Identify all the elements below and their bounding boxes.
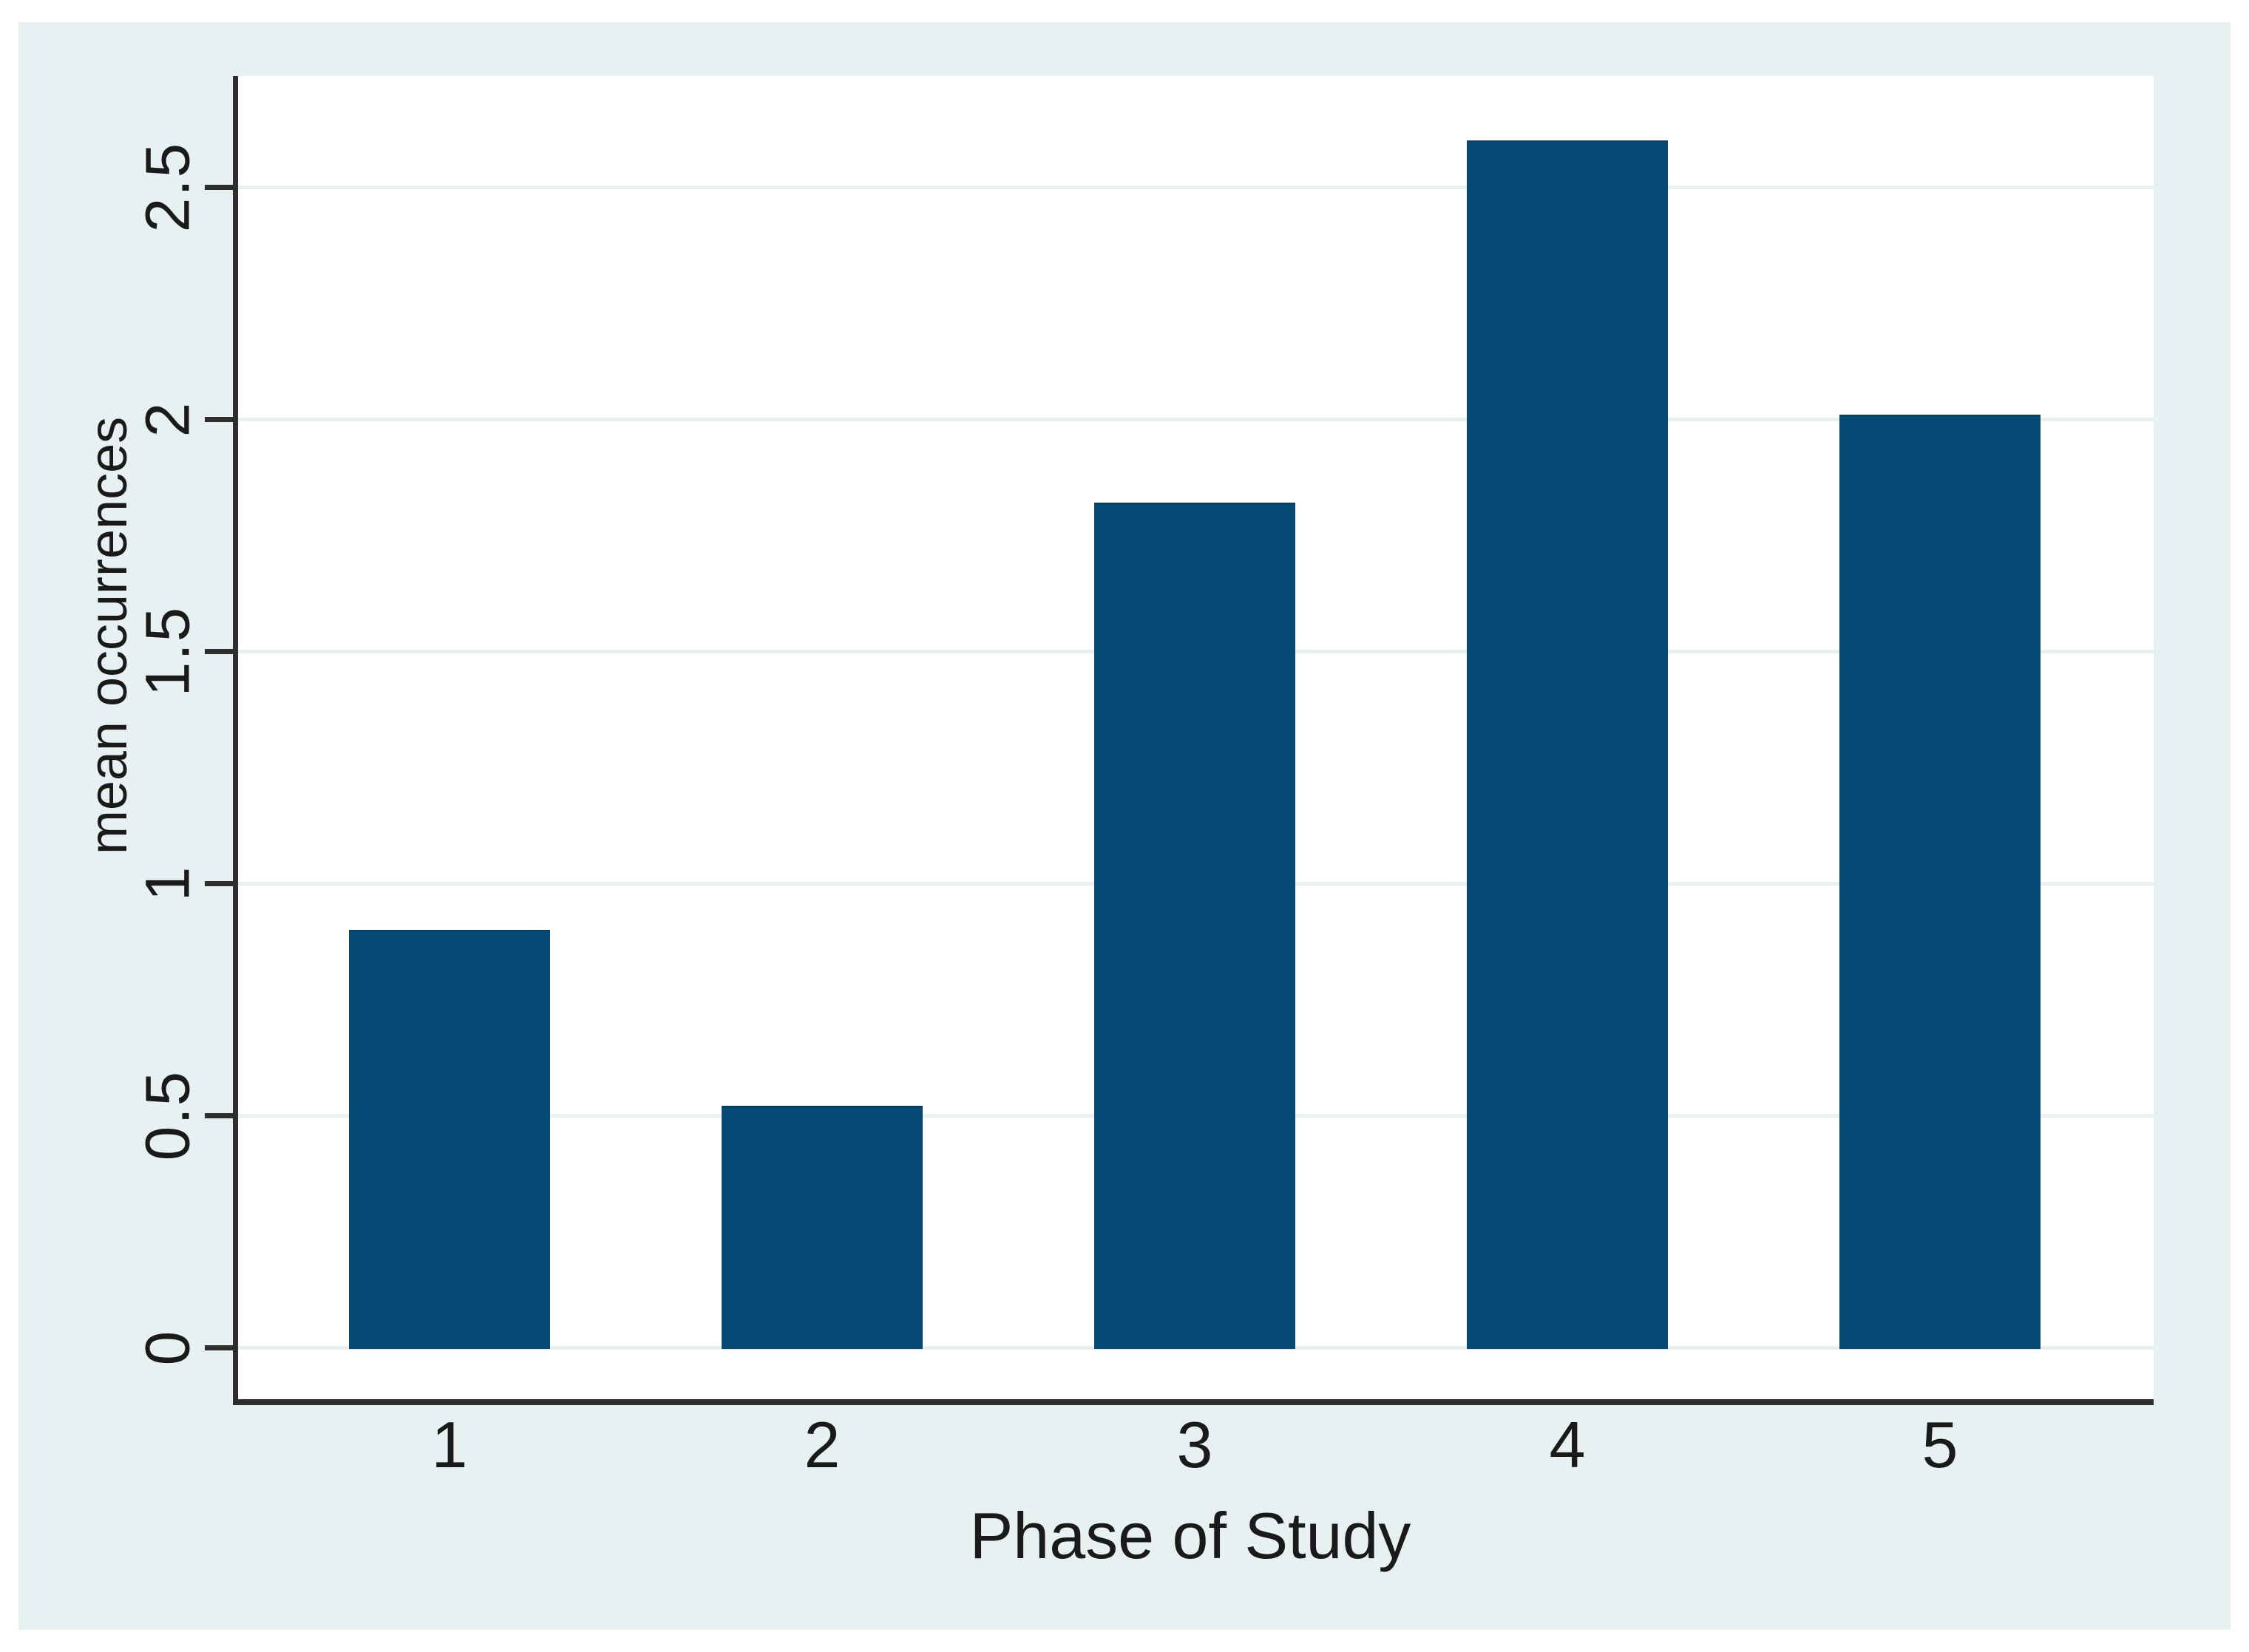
y-tick-1	[205, 880, 233, 886]
gridline-y-2.5	[238, 186, 2154, 189]
x-tick-label-5: 5	[1921, 1408, 1958, 1481]
y-tick-1.5	[205, 648, 233, 654]
y-axis-line	[233, 76, 238, 1405]
bar-phase-5	[1839, 414, 2041, 1349]
y-tick-2.5	[205, 184, 233, 190]
y-tick-label-1: 1	[132, 865, 203, 902]
y-tick-2	[205, 416, 233, 422]
bar-phase-2	[722, 1106, 923, 1349]
x-axis-line	[233, 1399, 2154, 1405]
y-tick-label-1.5: 1.5	[132, 605, 203, 697]
bar-chart-figure: mean occurrences Phase of Study 0 0.5 1 1.5…	[18, 22, 2231, 1630]
y-tick-label-0: 0	[132, 1329, 203, 1366]
x-tick-label-2: 2	[804, 1408, 841, 1481]
bar-phase-1	[349, 929, 550, 1349]
y-tick-0	[205, 1345, 233, 1350]
y-tick-label-2: 2	[132, 401, 203, 438]
y-axis-title: mean occurrences	[79, 416, 138, 855]
x-tick-label-1: 1	[431, 1408, 468, 1481]
y-tick-label-0.5: 0.5	[132, 1070, 203, 1161]
plot-area	[238, 76, 2154, 1399]
x-tick-label-4: 4	[1549, 1408, 1586, 1481]
x-axis-title: Phase of Study	[969, 1499, 1411, 1572]
gridline-y-2	[238, 418, 2154, 421]
bar-phase-3	[1094, 503, 1295, 1349]
x-tick-label-3: 3	[1176, 1408, 1213, 1481]
y-tick-0.5	[205, 1112, 233, 1118]
bar-phase-4	[1467, 140, 1668, 1349]
y-tick-label-2.5: 2.5	[132, 141, 203, 233]
